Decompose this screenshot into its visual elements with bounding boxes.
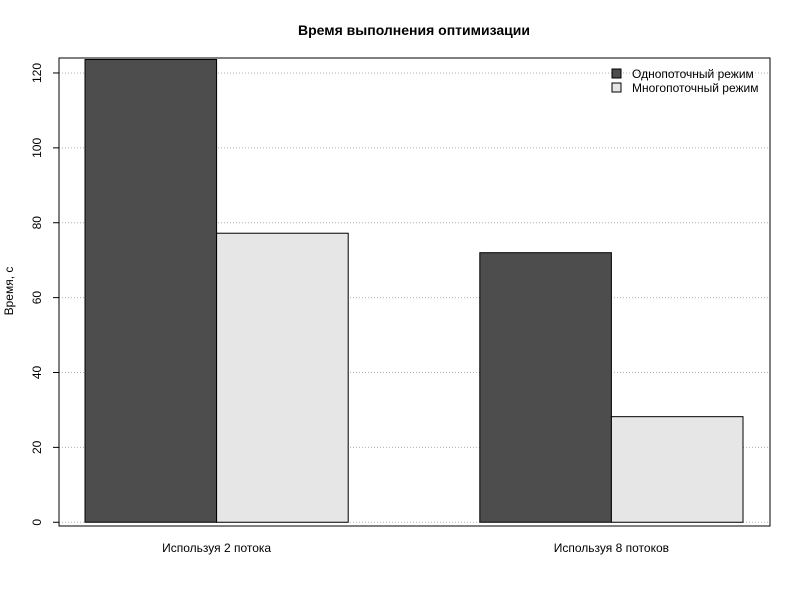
legend-swatch	[611, 82, 622, 93]
category-label: Используя 2 потока	[162, 541, 271, 555]
legend-label: Многопоточный режим	[632, 81, 759, 95]
y-tick-label: 120	[30, 63, 44, 83]
bar-1-2	[479, 252, 612, 523]
y-tick-label: 40	[30, 366, 44, 380]
y-axis: 0 20 40 60 80 100 120	[30, 63, 59, 526]
legend-label: Однопоточный режим	[632, 67, 754, 81]
x-axis-categories: Используя 2 потока Используя 8 потоков	[162, 541, 669, 555]
y-tick-label: 100	[30, 138, 44, 158]
y-tick-label: 0	[30, 519, 44, 526]
y-axis-title: Время, с	[2, 267, 16, 316]
bar-2-2	[610, 416, 744, 523]
bar-1-1	[84, 58, 218, 523]
bar-2-1	[216, 232, 349, 523]
y-tick-label: 60	[30, 291, 44, 305]
plot-frame	[58, 57, 771, 527]
y-tick-label: 20	[30, 440, 44, 454]
category-label: Используя 8 потоков	[554, 541, 669, 555]
bars	[84, 58, 744, 523]
legend-swatch	[611, 68, 622, 79]
y-tick-label: 80	[30, 216, 44, 230]
chart-title: Время выполнения оптимизации	[298, 22, 530, 38]
